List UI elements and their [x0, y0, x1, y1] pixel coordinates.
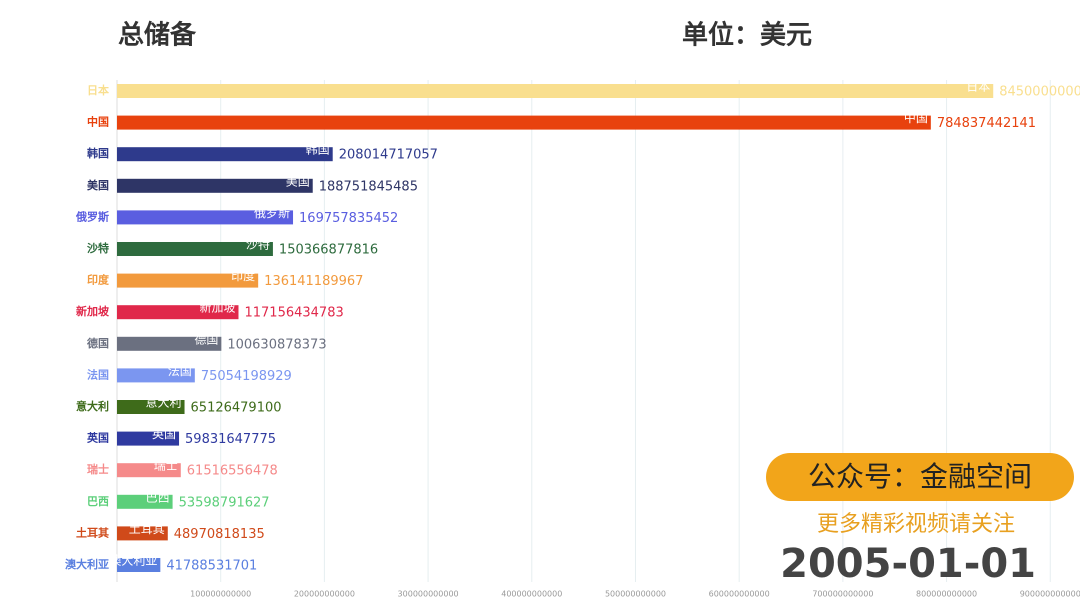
value-label: 100630878373: [227, 337, 326, 352]
bar: [117, 526, 168, 541]
value-label: 136141189967: [264, 274, 363, 289]
bar: [117, 336, 222, 351]
bar-name: 英国: [152, 427, 176, 441]
bar-name: 澳大利亚: [109, 554, 157, 568]
category-label: 澳大利亚: [65, 557, 109, 571]
category-label: 美国: [87, 178, 109, 192]
category-label: 法国: [87, 367, 109, 381]
category-label: 俄罗斯: [75, 209, 109, 223]
bar: [117, 242, 273, 256]
bar: [117, 463, 181, 478]
bar-name: 日本: [966, 80, 990, 94]
category-label: 瑞士: [87, 462, 109, 476]
bar-name: 韩国: [306, 142, 330, 157]
bar: [117, 84, 994, 98]
value-label: 784837442141: [937, 116, 1036, 131]
category-label: 英国: [86, 431, 109, 445]
bar: [117, 558, 161, 572]
bar-name: 新加坡: [199, 300, 235, 315]
category-label: 意大利: [76, 399, 109, 413]
x-tick-label: 400000000000: [501, 590, 562, 599]
bars: 日本 日本 845000000000 中国 中国 784837442141 韩国 韩国 2080…: [65, 80, 1080, 574]
x-tick-label: 500000000000: [605, 590, 666, 599]
bar-name: 印度: [231, 268, 255, 283]
bar-name: 巴西: [146, 490, 170, 504]
unit-label: 单位：美元: [682, 20, 812, 51]
value-label: 188751845485: [319, 179, 418, 194]
x-tick-label: 800000000000: [916, 590, 977, 599]
bar: [117, 178, 313, 193]
bar: [117, 210, 294, 225]
category-label: 沙特: [87, 241, 109, 255]
category-label: 巴西: [87, 495, 109, 508]
bar: [117, 368, 195, 383]
category-label: 日本: [87, 83, 109, 97]
value-label: 65126479100: [191, 401, 282, 416]
value-label: 48970818135: [174, 527, 265, 542]
value-label: 61516556478: [187, 464, 278, 479]
value-label: 117156434783: [244, 306, 343, 321]
bar-name: 法国: [168, 364, 192, 378]
bar-name: 德国: [194, 331, 218, 346]
bar: [117, 305, 239, 320]
x-tick-label: 300000000000: [398, 590, 459, 599]
bar: [117, 115, 931, 130]
x-tick-label: 700000000000: [812, 590, 873, 599]
value-label: 59831647775: [185, 432, 276, 447]
bar-name: 瑞士: [154, 459, 178, 473]
x-tick-label: 900000000000: [1020, 590, 1080, 599]
bar-name: 中国: [904, 110, 928, 125]
promo: 更多精彩视频请关注: [817, 512, 1015, 537]
category-label: 新加坡: [76, 304, 110, 318]
category-label: 印度: [87, 273, 110, 287]
category-label: 土耳其: [76, 525, 109, 539]
bar: [117, 400, 185, 414]
x-tick-label: 200000000000: [294, 590, 355, 599]
bar: [117, 273, 259, 288]
chart-title: 总储备: [118, 20, 197, 51]
bar: [117, 494, 173, 509]
bar-name: 土耳其: [129, 522, 165, 536]
bar: [117, 431, 180, 446]
category-label: 韩国: [87, 146, 109, 160]
date: 2005-01-01: [780, 541, 1036, 587]
bar-name: 俄罗斯: [254, 206, 290, 220]
value-label: 75054198929: [201, 369, 292, 384]
value-label: 41788531701: [166, 559, 257, 574]
category-label: 中国: [87, 115, 109, 129]
bar: [117, 147, 333, 162]
watermark: 公众号：金融空间: [808, 460, 1032, 493]
bar-name: 美国: [286, 174, 310, 188]
value-label: 150366877816: [279, 243, 378, 258]
bar-name: 沙特: [246, 237, 270, 252]
category-label: 德国: [86, 336, 109, 350]
value-label: 208014717057: [339, 148, 438, 163]
value-label: 845000000000: [999, 85, 1080, 100]
watermark-badge: [766, 453, 1074, 501]
value-label: 53598791627: [179, 495, 270, 510]
bar-name: 意大利: [146, 395, 182, 410]
x-tick-label: 100000000000: [190, 590, 251, 599]
x-tick-label: 600000000000: [709, 590, 770, 599]
value-label: 169757835452: [299, 211, 398, 226]
